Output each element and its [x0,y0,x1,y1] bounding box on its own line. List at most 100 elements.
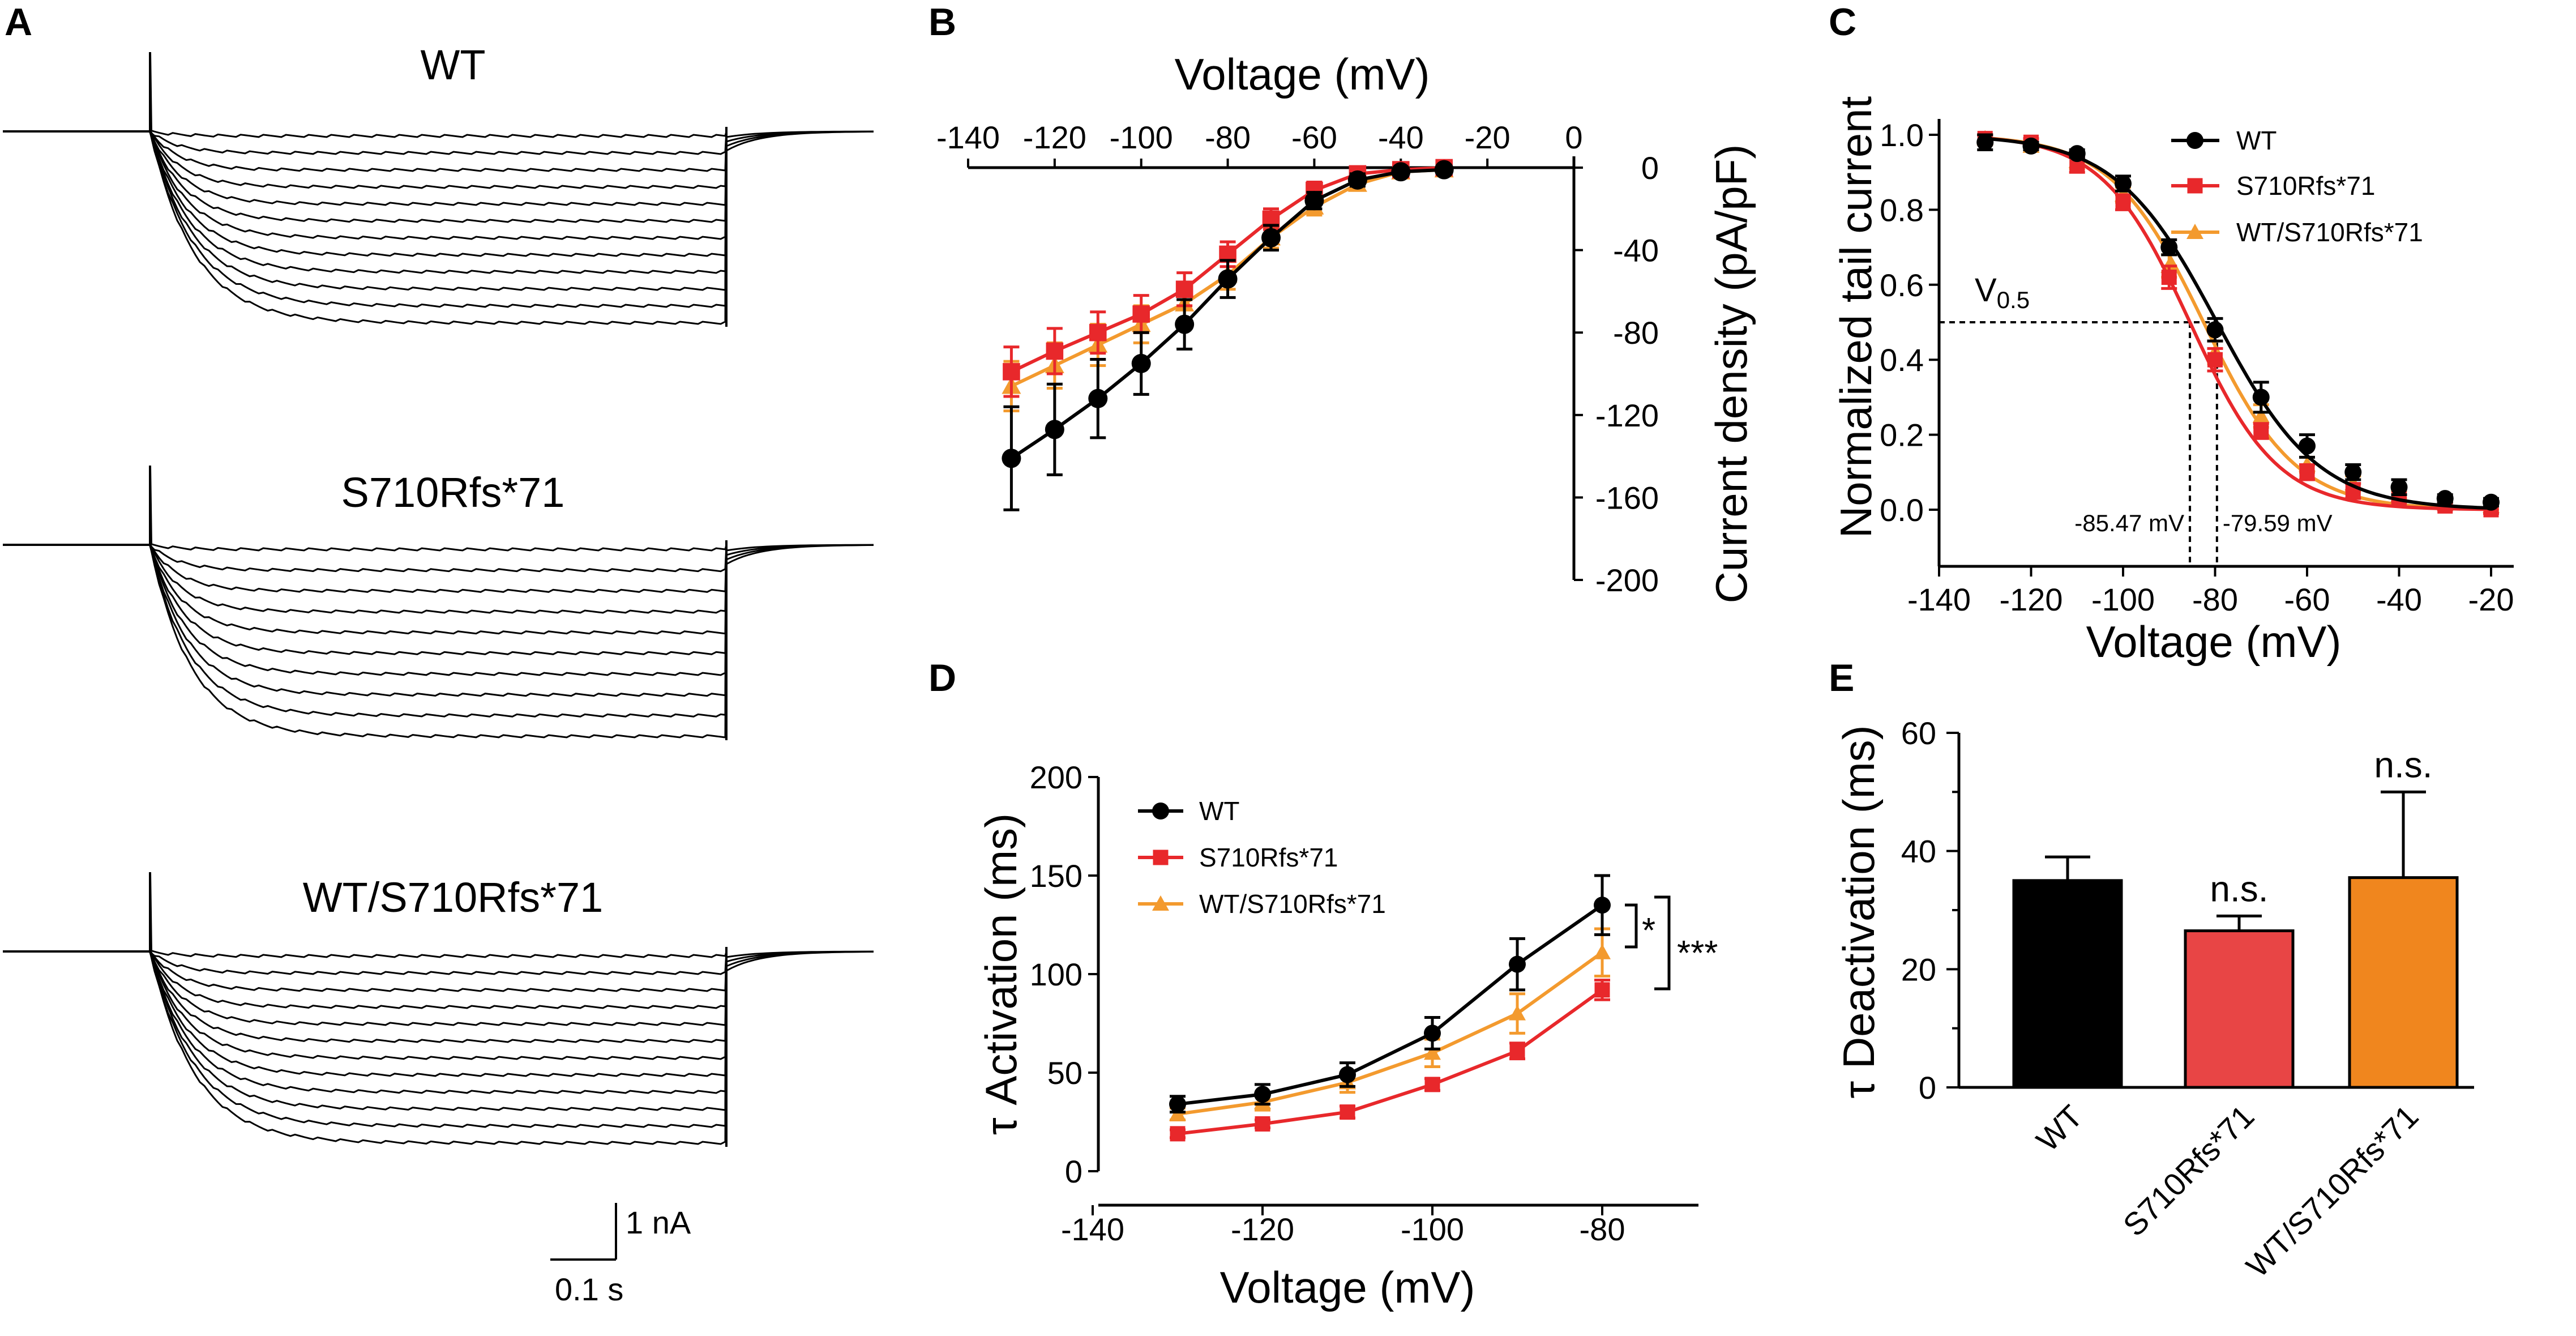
trace-sweep [149,543,728,655]
d-legend-label: WT [1199,796,1240,826]
c-x-tick-label: -20 [2468,582,2514,617]
trace-sweep [149,131,728,240]
trace-tail [726,950,874,972]
b-x-tick-label: -20 [1465,119,1510,155]
trace-sweep [149,951,728,1060]
b-x-tick-label: -140 [936,119,1000,155]
d-x-tick-label: -120 [1231,1211,1294,1247]
d-data-point [1509,955,1526,973]
e-y-axis-title: τ Deactivation (ms) [1834,725,1884,1098]
trace-holding [3,872,152,953]
trace-sweep [149,544,728,573]
c-y-tick-label: 0.4 [1880,342,1924,378]
b-x-tick-label: -60 [1291,119,1337,155]
c-data-point [2299,464,2315,480]
d-sig-bracket-2 [1654,895,1671,991]
d-x-axis-title: Voltage (mV) [1220,1262,1475,1312]
e-significance-label: n.s. [2210,868,2268,909]
c-y-tick-label: 1.0 [1880,117,1924,153]
b-data-point [1304,191,1324,211]
d-legend-marker [1152,895,1169,911]
c-data-point [2344,463,2362,481]
trace-sweep [149,131,728,325]
d-data-point [1424,1025,1441,1042]
d-data-point [1255,1116,1270,1132]
trace-sweep [149,950,728,1128]
d-series-line [1177,903,1603,1106]
c-legend-marker [2186,132,2203,149]
panel-b-iv-curve: -140 -120 -100 -80 -60 -40 -20 00-40-80-120-160… [936,49,1756,603]
d-y-axis-title: τ Activation (ms) [976,813,1026,1135]
trace-sweep [149,544,728,614]
panel-a-traces: WT S710Rfs*71 WT/S710Rfs*71 1 nA 0.1 s [3,41,874,1307]
panel-e-deactivation-bars: 0 20 40 60 τ Deactivation (ms) WT n.s. S710Rfs*… [1834,715,2474,1284]
c-legend-marker [2187,178,2203,194]
d-y-tick-label: 0 [1065,1154,1082,1189]
b-x-axis-title: Voltage (mV) [1175,49,1430,99]
d-data-point [1509,1005,1526,1021]
d-y-tick-label: 200 [1030,759,1082,795]
b-y-axis-title: Current density (pA/pF) [1706,144,1756,604]
c-data-point [2390,479,2408,496]
d-sig-bracket-1 [1625,903,1638,949]
c-y-axis-title: Normalized tail current [1831,96,1881,539]
d-x-tick-label: -80 [1580,1211,1625,1247]
c-x-tick-label: -80 [2192,582,2238,617]
c-vhalf-label: V0.5 [1975,272,2030,313]
e-significance-label: n.s. [2374,744,2432,785]
trace-sweep [149,951,728,1145]
trace-sweep [149,130,728,308]
trace-sweep [149,544,728,718]
trace-sweep [149,543,728,552]
d-x-tick-label: -100 [1401,1211,1464,1247]
trace-sweep [149,949,728,958]
c-legend-label: S710Rfs*71 [2236,171,2376,200]
b-x-tick-label: -80 [1205,119,1251,155]
d-data-point [1594,897,1611,914]
scale-bar-time-label: 0.1 s [555,1271,623,1307]
d-data-point [1594,944,1611,959]
e-category-label: WT [2029,1098,2089,1158]
trace-sweep [149,948,728,992]
c-data-point [2115,175,2132,193]
d-data-point [1594,982,1610,998]
trace-sweep [149,951,728,1111]
b-data-point [1175,280,1193,298]
trace-sweep [149,544,728,739]
trace-sweep [149,541,728,593]
c-y-tick-label: 0.2 [1880,417,1924,453]
b-x-tick-label: -100 [1110,119,1173,155]
c-vhalf-right-label: -79.59 mV [2223,510,2333,536]
trace-sweep [149,951,728,1026]
b-data-point [1131,353,1151,373]
panel-d-activation-tau: 0 50 100 150 200 -140 -120 -100 -80 Voltage (mV) τ… [976,759,1718,1312]
b-x-tick-label: -120 [1023,119,1086,155]
b-data-point [1088,389,1108,408]
e-y-tick-label: 40 [1901,834,1936,869]
c-y-tick-label: 0.8 [1880,192,1924,228]
b-data-point [1261,228,1281,247]
d-sig-label-2: *** [1677,934,1718,973]
b-y-tick-label: -200 [1595,562,1659,598]
trace-set-2 [3,872,874,1147]
c-data-point [2299,437,2316,455]
c-x-tick-label: -140 [1907,582,1971,617]
c-legend-marker [2186,224,2203,239]
panel-c-activation-curve: -140 -120 -100 -80 -60 -40 -20 0.0 0.2 0.4 0.6 0.8 1… [1831,96,2514,667]
c-vhalf-left-label: -85.47 mV [2074,510,2184,536]
c-data-point [2253,423,2269,439]
c-data-point [2161,270,2177,285]
d-data-point [1339,1066,1356,1083]
c-y-tick-label: 0.0 [1880,492,1924,528]
b-data-point [1434,160,1454,180]
panel-label-c: C [1829,1,1856,44]
d-legend-label: S710Rfs*71 [1199,843,1338,872]
d-series-line [1177,988,1603,1136]
trace-sweep [149,130,728,257]
c-data-point [2436,490,2454,507]
trace-set-1 [3,465,874,740]
trace-set-0 [3,52,874,327]
d-legend-marker [1152,803,1169,819]
d-sig-label-1: * [1642,911,1655,950]
c-data-point [2483,493,2500,511]
